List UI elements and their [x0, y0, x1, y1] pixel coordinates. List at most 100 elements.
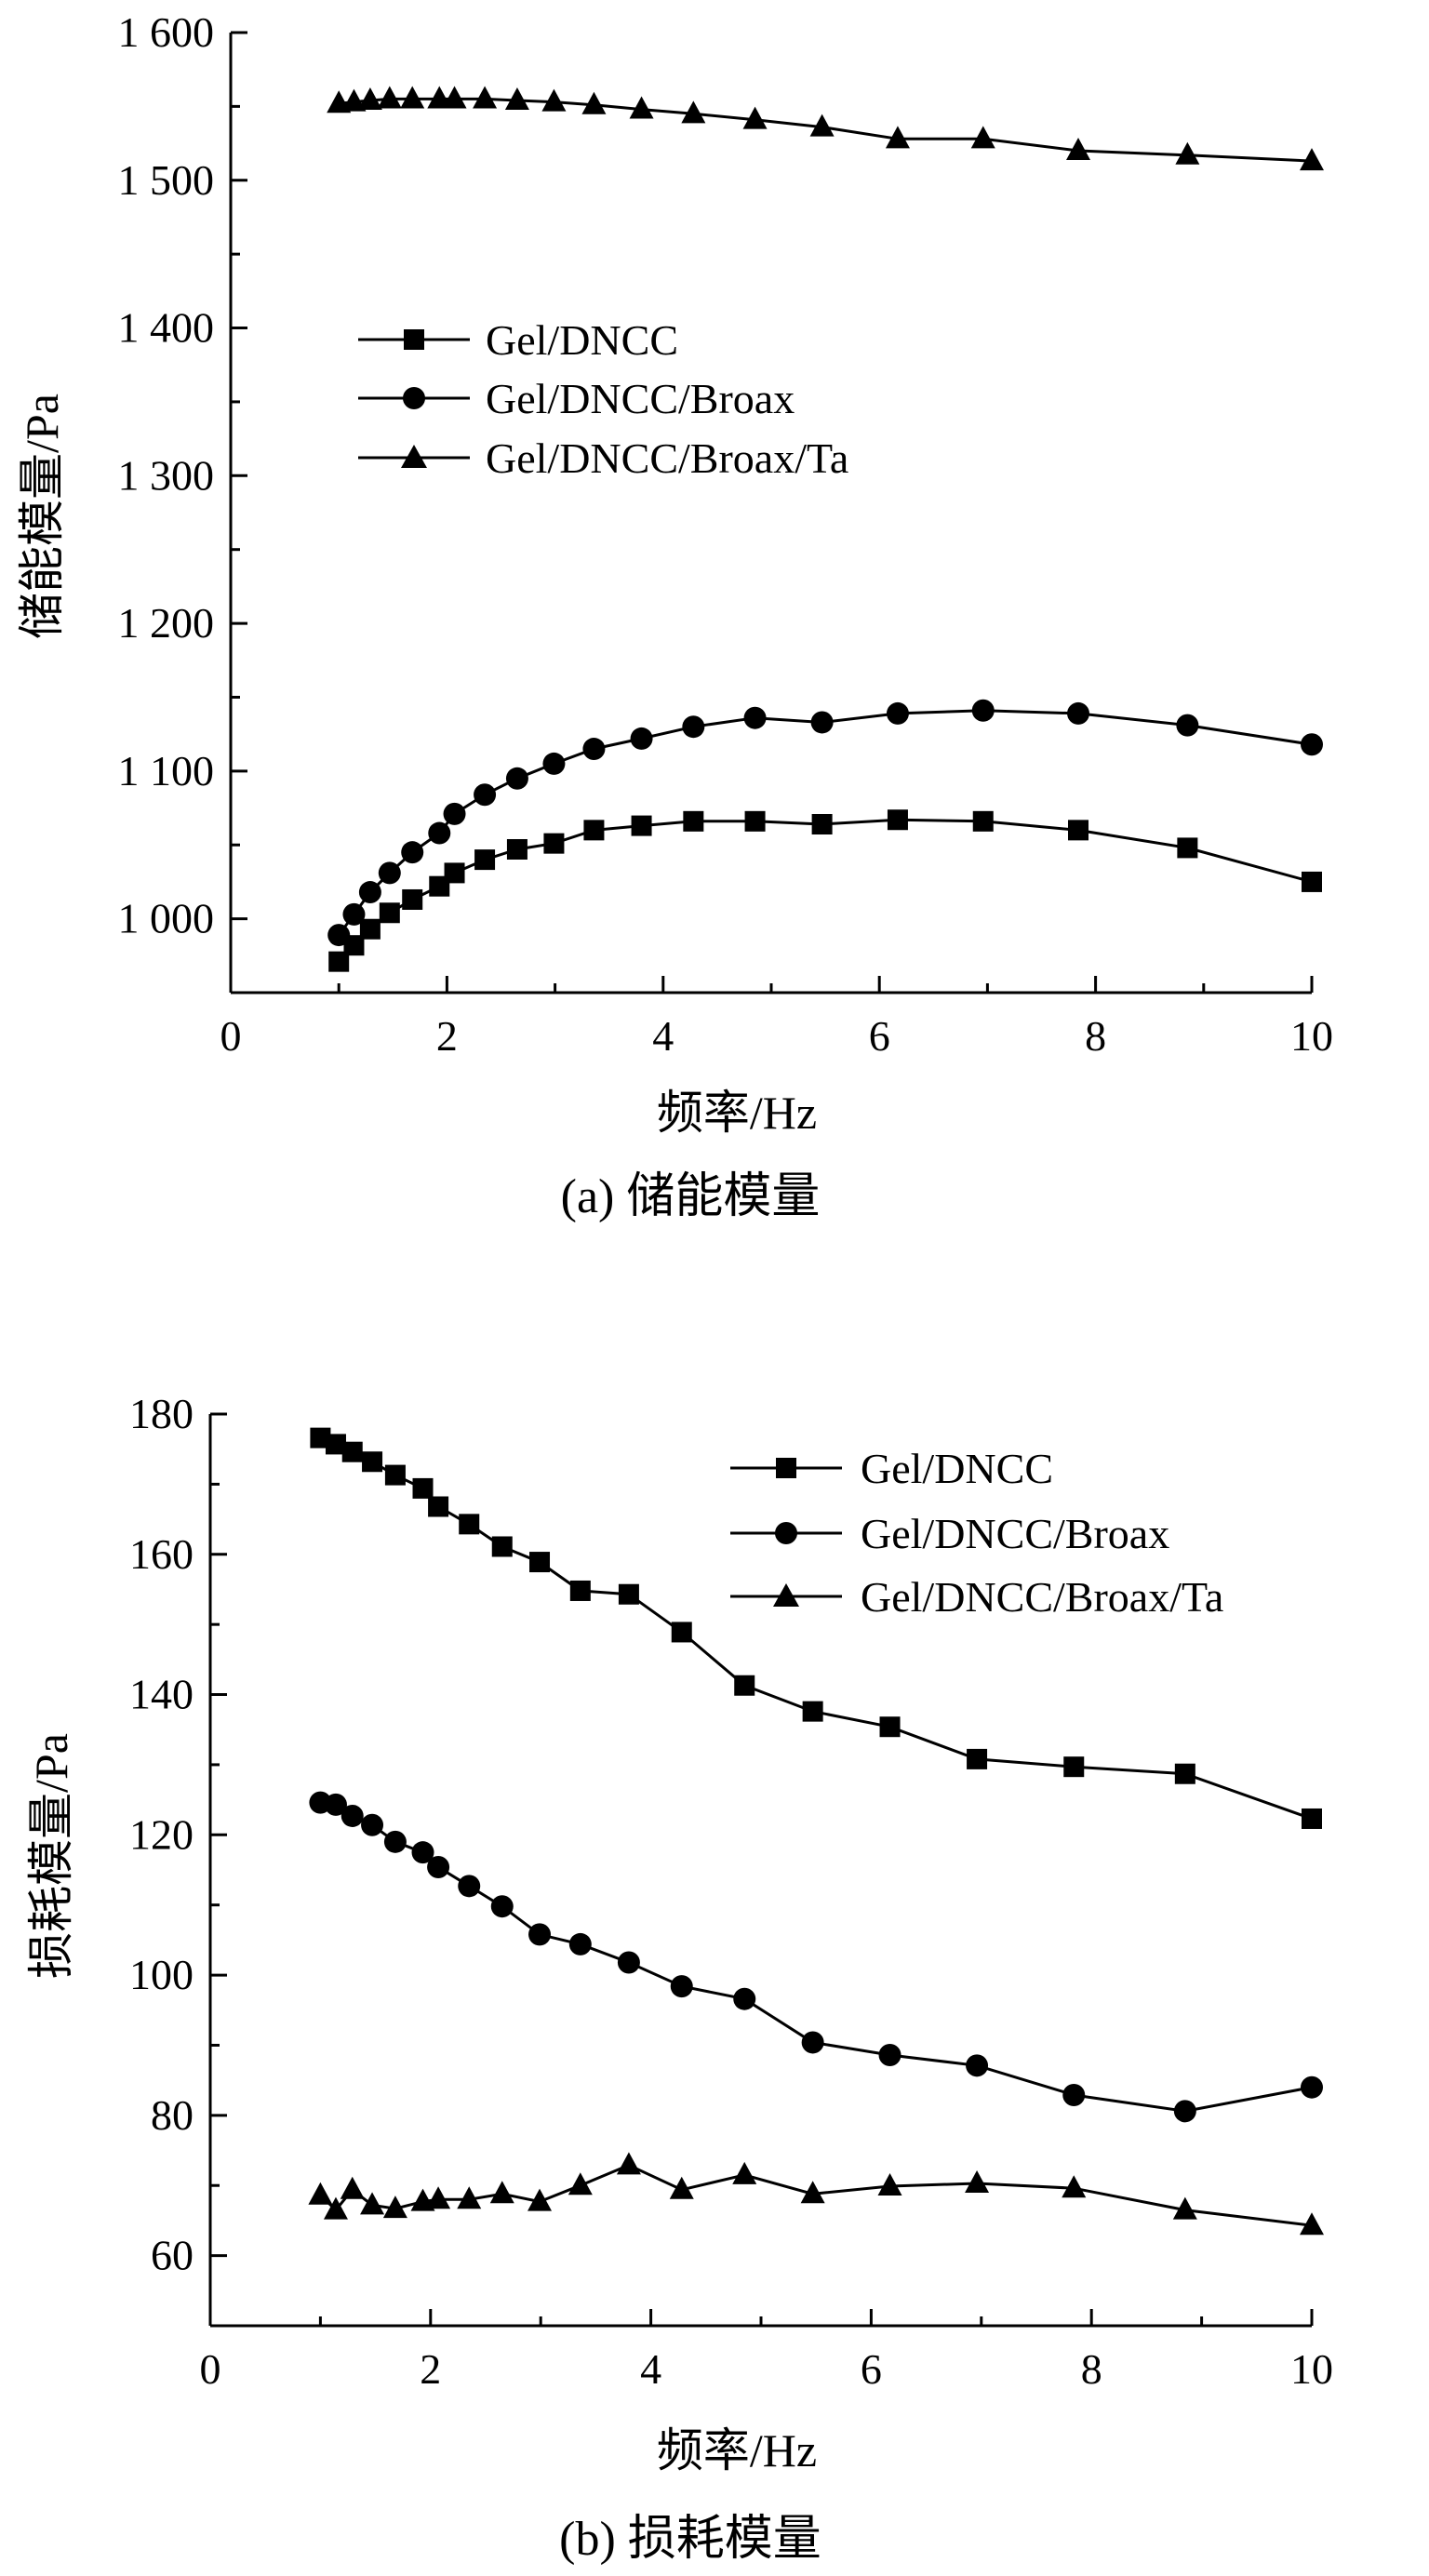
data-point-triangle — [427, 86, 452, 109]
data-point-triangle — [489, 2181, 514, 2204]
data-point-square — [967, 1748, 988, 1769]
data-point-triangle — [732, 2161, 757, 2184]
data-point-square — [362, 1451, 383, 1473]
y-tick-label: 1 100 — [118, 747, 215, 794]
data-point-circle — [1067, 701, 1090, 725]
data-point-triangle — [1175, 141, 1200, 165]
data-point-square — [384, 1464, 406, 1486]
data-point-triangle — [616, 2152, 641, 2175]
data-point-circle — [428, 821, 451, 845]
x-tick-label: 0 — [200, 2345, 221, 2393]
data-point-square — [802, 1701, 823, 1722]
data-point-square — [744, 810, 766, 832]
data-point-square — [529, 1552, 551, 1573]
data-point-circle — [568, 1932, 592, 1955]
y-tick-label: 1 000 — [118, 895, 215, 942]
data-point-square — [1174, 1763, 1195, 1784]
data-point-circle — [443, 802, 466, 825]
data-point-square — [325, 1434, 346, 1455]
data-point-square — [474, 849, 496, 871]
data-point-triangle — [504, 87, 529, 111]
data-point-triangle — [1300, 2212, 1324, 2236]
data-point-circle — [878, 2044, 901, 2067]
series-line-gel-dncc — [338, 818, 1313, 963]
y-axis-title-a: 储能模量/Pa — [16, 394, 68, 639]
y-tick-label: 100 — [129, 1951, 194, 1998]
data-point-circle — [1173, 2100, 1196, 2123]
data-point-triangle — [308, 2182, 333, 2205]
data-point-triangle — [809, 113, 835, 137]
data-point-triangle — [323, 2196, 348, 2220]
data-point-square — [459, 1514, 480, 1535]
data-point-triangle — [340, 2176, 365, 2199]
data-point-square — [428, 1496, 449, 1517]
data-point-circle — [1301, 2075, 1323, 2099]
legend-a: Gel/DNCC Gel/DNCC/Broax Gel/DNCC/Broax/T… — [358, 316, 848, 482]
data-point-triangle — [528, 2188, 553, 2211]
y-tick-label: 1 300 — [118, 451, 215, 499]
data-point-circle — [1301, 733, 1323, 756]
data-point-triangle — [568, 2172, 593, 2196]
data-point-circle — [1176, 714, 1199, 737]
x-tick-label: 6 — [861, 2345, 882, 2393]
data-point-triangle — [360, 2192, 385, 2215]
data-point-circle — [358, 881, 381, 904]
data-point-circle — [1062, 2083, 1086, 2106]
legend-label: Gel/DNCC/Broax/Ta — [486, 434, 848, 482]
data-point-square — [343, 935, 365, 956]
data-point-square — [569, 1580, 591, 1601]
y-tick-label: 80 — [151, 2091, 194, 2139]
data-point-triangle — [541, 88, 567, 112]
data-point-square — [887, 809, 908, 831]
data-point-triangle — [473, 86, 498, 109]
data-point-square — [631, 815, 652, 836]
data-point-square — [341, 1441, 363, 1462]
x-tick-label: 4 — [652, 1012, 674, 1060]
y-axis-ticks-a: 1 000 1 100 1 200 1 300 1 400 1 500 1 600 — [118, 8, 247, 994]
y-tick-label: 60 — [151, 2232, 194, 2279]
y-axis-ticks-b: 60 80 100 120 140 160 180 — [129, 1390, 227, 2328]
plot-area-a — [229, 33, 1324, 994]
x-tick-label: 10 — [1290, 2345, 1333, 2393]
data-point-square — [412, 1477, 434, 1499]
data-point-square — [359, 918, 381, 940]
data-point-circle — [743, 706, 767, 729]
data-point-circle — [582, 738, 606, 761]
y-tick-label: 180 — [129, 1390, 194, 1437]
data-point-triangle — [1172, 2196, 1197, 2220]
data-point-square — [444, 862, 465, 884]
data-point-circle — [458, 1875, 481, 1898]
data-point-triangle — [681, 100, 706, 124]
data-point-square — [543, 833, 565, 854]
data-point-square — [1302, 1808, 1322, 1829]
data-point-square — [879, 1716, 901, 1738]
data-point-triangle — [629, 96, 654, 119]
data-point-triangle — [377, 86, 402, 109]
x-tick-label: 0 — [220, 1012, 242, 1060]
data-point-square — [618, 1583, 639, 1605]
x-tick-label: 6 — [869, 1012, 890, 1060]
x-tick-label: 8 — [1085, 1012, 1106, 1060]
legend-marker-triangle — [773, 1583, 799, 1607]
data-point-square — [683, 810, 704, 832]
data-point-triangle — [426, 2186, 451, 2209]
data-point-circle — [801, 2031, 824, 2054]
data-point-circle — [401, 841, 424, 864]
data-point-square — [1063, 1756, 1085, 1778]
data-point-triangle — [965, 2169, 990, 2193]
legend-marker-triangle — [401, 445, 427, 468]
data-point-circle — [411, 1841, 434, 1864]
data-point-square — [402, 888, 423, 910]
legend-entry-gel-dncc-broax: Gel/DNCC/Broax — [730, 1510, 1169, 1557]
data-point-triangle — [357, 87, 382, 111]
data-point-circle — [361, 1813, 384, 1836]
data-point-circle — [886, 701, 909, 725]
data-point-circle — [490, 1895, 514, 1918]
legend-b: Gel/DNCC Gel/DNCC/Broax Gel/DNCC/Broax/T… — [730, 1445, 1223, 1621]
data-point-triangle — [742, 106, 768, 129]
y-tick-label: 1 500 — [118, 156, 215, 204]
x-axis-ticks-b: 0 2 4 6 8 10 — [200, 2309, 1333, 2393]
data-point-triangle — [341, 88, 367, 112]
